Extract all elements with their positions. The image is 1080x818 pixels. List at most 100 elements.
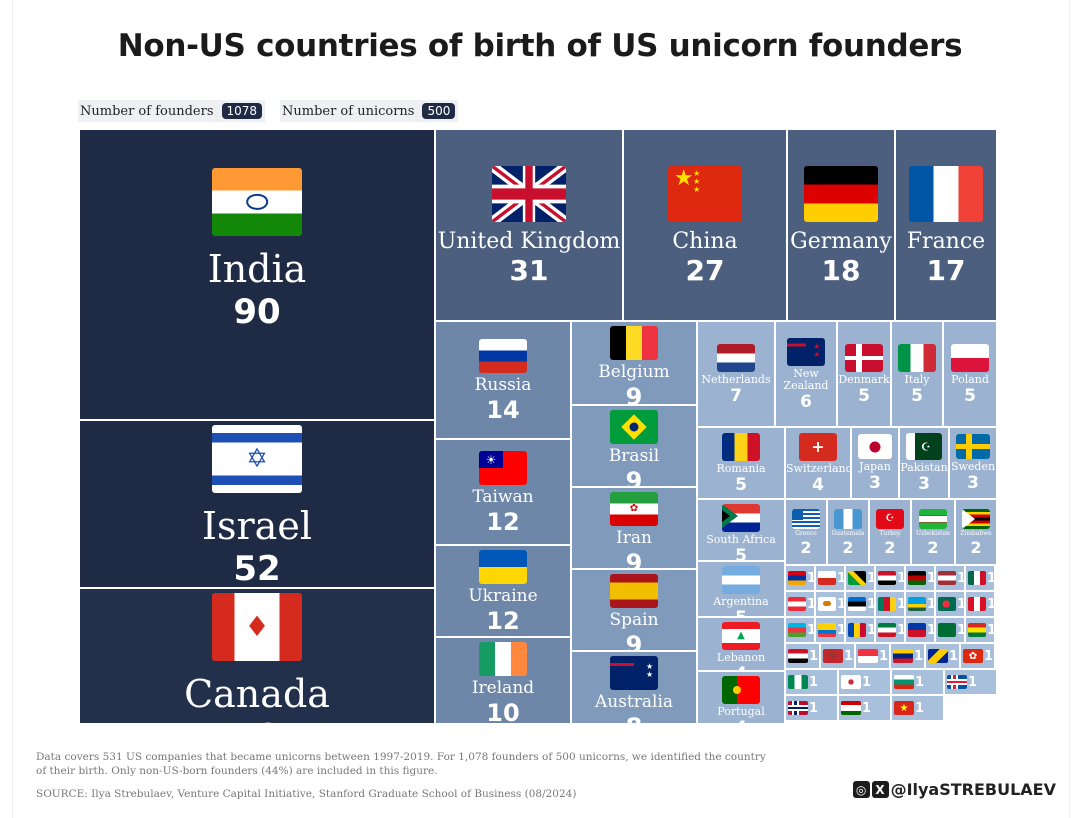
- tile-lebanon[interactable]: ▲Lebanon4: [698, 618, 784, 670]
- tile-guatemala[interactable]: Guatemala 2: [828, 500, 868, 564]
- flag-icon-guatemala: [834, 509, 862, 529]
- tile-single-latvia[interactable]: 1: [936, 566, 964, 590]
- tile-netherlands[interactable]: Netherlands 7: [698, 322, 774, 426]
- tile-russia[interactable]: Russia 14: [436, 322, 570, 438]
- tile-single-mexico[interactable]: 1: [966, 566, 994, 590]
- tile-single-hong-kong[interactable]: ✿ 1: [961, 644, 994, 668]
- tile-portugal[interactable]: Portugal4: [698, 672, 784, 723]
- tile-single-moldova[interactable]: 1: [846, 618, 874, 642]
- social-handle[interactable]: ◎ X @IlyaSTREBULAEV: [852, 780, 1056, 799]
- tile-israel[interactable]: ✡ Israel 52: [80, 421, 434, 587]
- tile-france[interactable]: France 17: [896, 130, 996, 320]
- tile-single-kenya[interactable]: 1: [906, 566, 934, 590]
- tile-single-bulgaria[interactable]: 1: [892, 670, 943, 694]
- tile-iran[interactable]: ✿ Iran 9: [572, 488, 696, 568]
- flag-icon-italy: [898, 344, 936, 372]
- tile-switzerland[interactable]: + Switzerland 4: [786, 428, 850, 498]
- tile-united-kingdom[interactable]: United Kingdom 31: [436, 130, 622, 320]
- tile-new-zealand[interactable]: ★ ★ New Zealand 6: [776, 322, 836, 426]
- tile-label: Russia: [474, 375, 532, 395]
- tile-taiwan[interactable]: ☀ Taiwan 12: [436, 440, 570, 544]
- flag-icon-iceland: [947, 675, 967, 689]
- tile-value: 10: [486, 699, 520, 723]
- tile-single-norway[interactable]: 1: [786, 696, 837, 720]
- tile-canada[interactable]: ♦ Canada42: [80, 589, 434, 723]
- tile-sweden[interactable]: Sweden 3: [950, 428, 996, 498]
- tile-single-armenia[interactable]: 1: [786, 566, 814, 590]
- tile-single-vietnam[interactable]: ★ 1: [892, 696, 943, 720]
- tile-single-bangladesh[interactable]: 1: [936, 592, 964, 616]
- tile-value: 1: [987, 597, 994, 612]
- tile-single-syria[interactable]: 1: [876, 566, 904, 590]
- tile-label: Greece: [795, 530, 817, 537]
- tile-zimbabwe[interactable]: Zimbabwe 2: [956, 500, 996, 564]
- flag-icon-belgium: [610, 326, 658, 360]
- tile-south-africa[interactable]: South Africa 5: [698, 500, 784, 560]
- tile-value: 9: [625, 549, 643, 568]
- tile-uzbekistan[interactable]: Uzbekistan 2: [912, 500, 954, 564]
- tile-belgium[interactable]: Belgium 9: [572, 322, 696, 404]
- tile-label: Argentina: [713, 595, 769, 608]
- tile-value: 1: [807, 623, 814, 638]
- tile-greece[interactable]: Greece 2: [786, 500, 826, 564]
- flag-icon-france: [909, 166, 983, 222]
- tile-value: 12: [486, 607, 520, 635]
- flag-icon-india: [212, 168, 302, 236]
- tile-single-venezuela[interactable]: 1: [891, 644, 924, 668]
- tile-single-singapore[interactable]: 1: [856, 644, 889, 668]
- tile-germany[interactable]: Germany 18: [788, 130, 894, 320]
- flag-icon-azerbaijan: [788, 623, 806, 637]
- tile-value: 1: [837, 597, 844, 612]
- tile-single-peru[interactable]: 1: [966, 592, 994, 616]
- tile-single-kuwait[interactable]: 1: [876, 618, 904, 642]
- tile-ukraine[interactable]: Ukraine 12: [436, 546, 570, 636]
- tile-single-bosnia[interactable]: 1: [926, 644, 959, 668]
- tile-denmark[interactable]: Denmark 5: [838, 322, 890, 426]
- tile-single-cameroon[interactable]: 1: [876, 592, 904, 616]
- tile-spain[interactable]: Spain 9: [572, 570, 696, 650]
- tile-value: 5: [735, 546, 747, 560]
- tile-ireland[interactable]: Ireland 10: [436, 638, 570, 723]
- flag-icon-philippines: [908, 623, 926, 637]
- tile-value: 1: [949, 649, 959, 664]
- tile-single-chile[interactable]: 1: [816, 566, 844, 590]
- flag-icon-ireland: [479, 642, 527, 676]
- tile-value: 18: [821, 254, 861, 287]
- tile-single-philippines[interactable]: 1: [906, 618, 934, 642]
- tile-single-egypt[interactable]: 1: [786, 644, 819, 668]
- tile-single-saudi-arabia[interactable]: 1: [936, 618, 964, 642]
- tile-india[interactable]: India 90: [80, 130, 434, 419]
- tile-romania[interactable]: Romania 5: [698, 428, 784, 498]
- tile-single-jamaica[interactable]: 1: [846, 566, 874, 590]
- tile-label: Uzbekistan: [915, 530, 951, 537]
- tile-single-ecuador[interactable]: 1: [816, 618, 844, 642]
- tile-argentina[interactable]: Argentina5: [698, 562, 784, 616]
- tile-single-iceland[interactable]: 1: [945, 670, 996, 694]
- tile-single-austria[interactable]: 1: [786, 592, 814, 616]
- tile-china[interactable]: ★ ★ ★ ★ China 27: [624, 130, 786, 320]
- tile-single-rwanda[interactable]: 1: [906, 592, 934, 616]
- tile-single-south-korea[interactable]: 1: [839, 670, 890, 694]
- flag-icon-israel: ✡: [212, 425, 302, 493]
- tile-single-estonia[interactable]: 1: [846, 592, 874, 616]
- tile-turkey[interactable]: ☪ Turkey 2: [870, 500, 910, 564]
- tile-italy[interactable]: Italy 5: [892, 322, 942, 426]
- tile-single-tajikistan[interactable]: 1: [839, 696, 890, 720]
- tile-poland[interactable]: Poland 5: [944, 322, 996, 426]
- flag-icon-estonia: [848, 597, 866, 611]
- tile-australia[interactable]: ★★Australia8: [572, 652, 696, 723]
- tile-pakistan[interactable]: ☪ Pakistan 3: [900, 428, 948, 498]
- x-icon: X: [871, 781, 889, 798]
- tile-single-morocco[interactable]: ☆ 1: [821, 644, 854, 668]
- tile-single-nigeria[interactable]: 1: [786, 670, 837, 694]
- tile-brasil[interactable]: Brasil 9: [572, 406, 696, 486]
- flag-icon-cyprus: [818, 597, 836, 611]
- tile-single-bolivia[interactable]: 1: [966, 618, 994, 642]
- flag-icon-zimbabwe: [962, 509, 990, 529]
- tile-japan[interactable]: Japan 3: [852, 428, 898, 498]
- tile-single-cyprus[interactable]: 1: [816, 592, 844, 616]
- tile-single-azerbaijan[interactable]: 1: [786, 618, 814, 642]
- tile-value: 1: [897, 623, 904, 638]
- tile-value: 1: [968, 675, 978, 690]
- tile-value: 1: [914, 649, 924, 664]
